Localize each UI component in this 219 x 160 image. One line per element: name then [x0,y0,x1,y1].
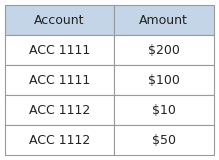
Bar [114,35,214,65]
Text: Amount: Amount [140,13,188,27]
Text: ACC 1111: ACC 1111 [29,44,90,56]
Bar [5,65,114,95]
Text: $50: $50 [152,133,176,147]
Bar [114,5,214,35]
Text: $10: $10 [152,104,176,116]
Bar [114,95,214,125]
Bar [5,35,114,65]
Text: ACC 1111: ACC 1111 [29,73,90,87]
Text: Account: Account [34,13,85,27]
Text: ACC 1112: ACC 1112 [29,104,90,116]
Text: $100: $100 [148,73,180,87]
Text: ACC 1112: ACC 1112 [29,133,90,147]
Bar [5,95,114,125]
Text: $200: $200 [148,44,180,56]
Bar [114,65,214,95]
Bar [5,5,114,35]
Bar [114,125,214,155]
Bar [5,125,114,155]
